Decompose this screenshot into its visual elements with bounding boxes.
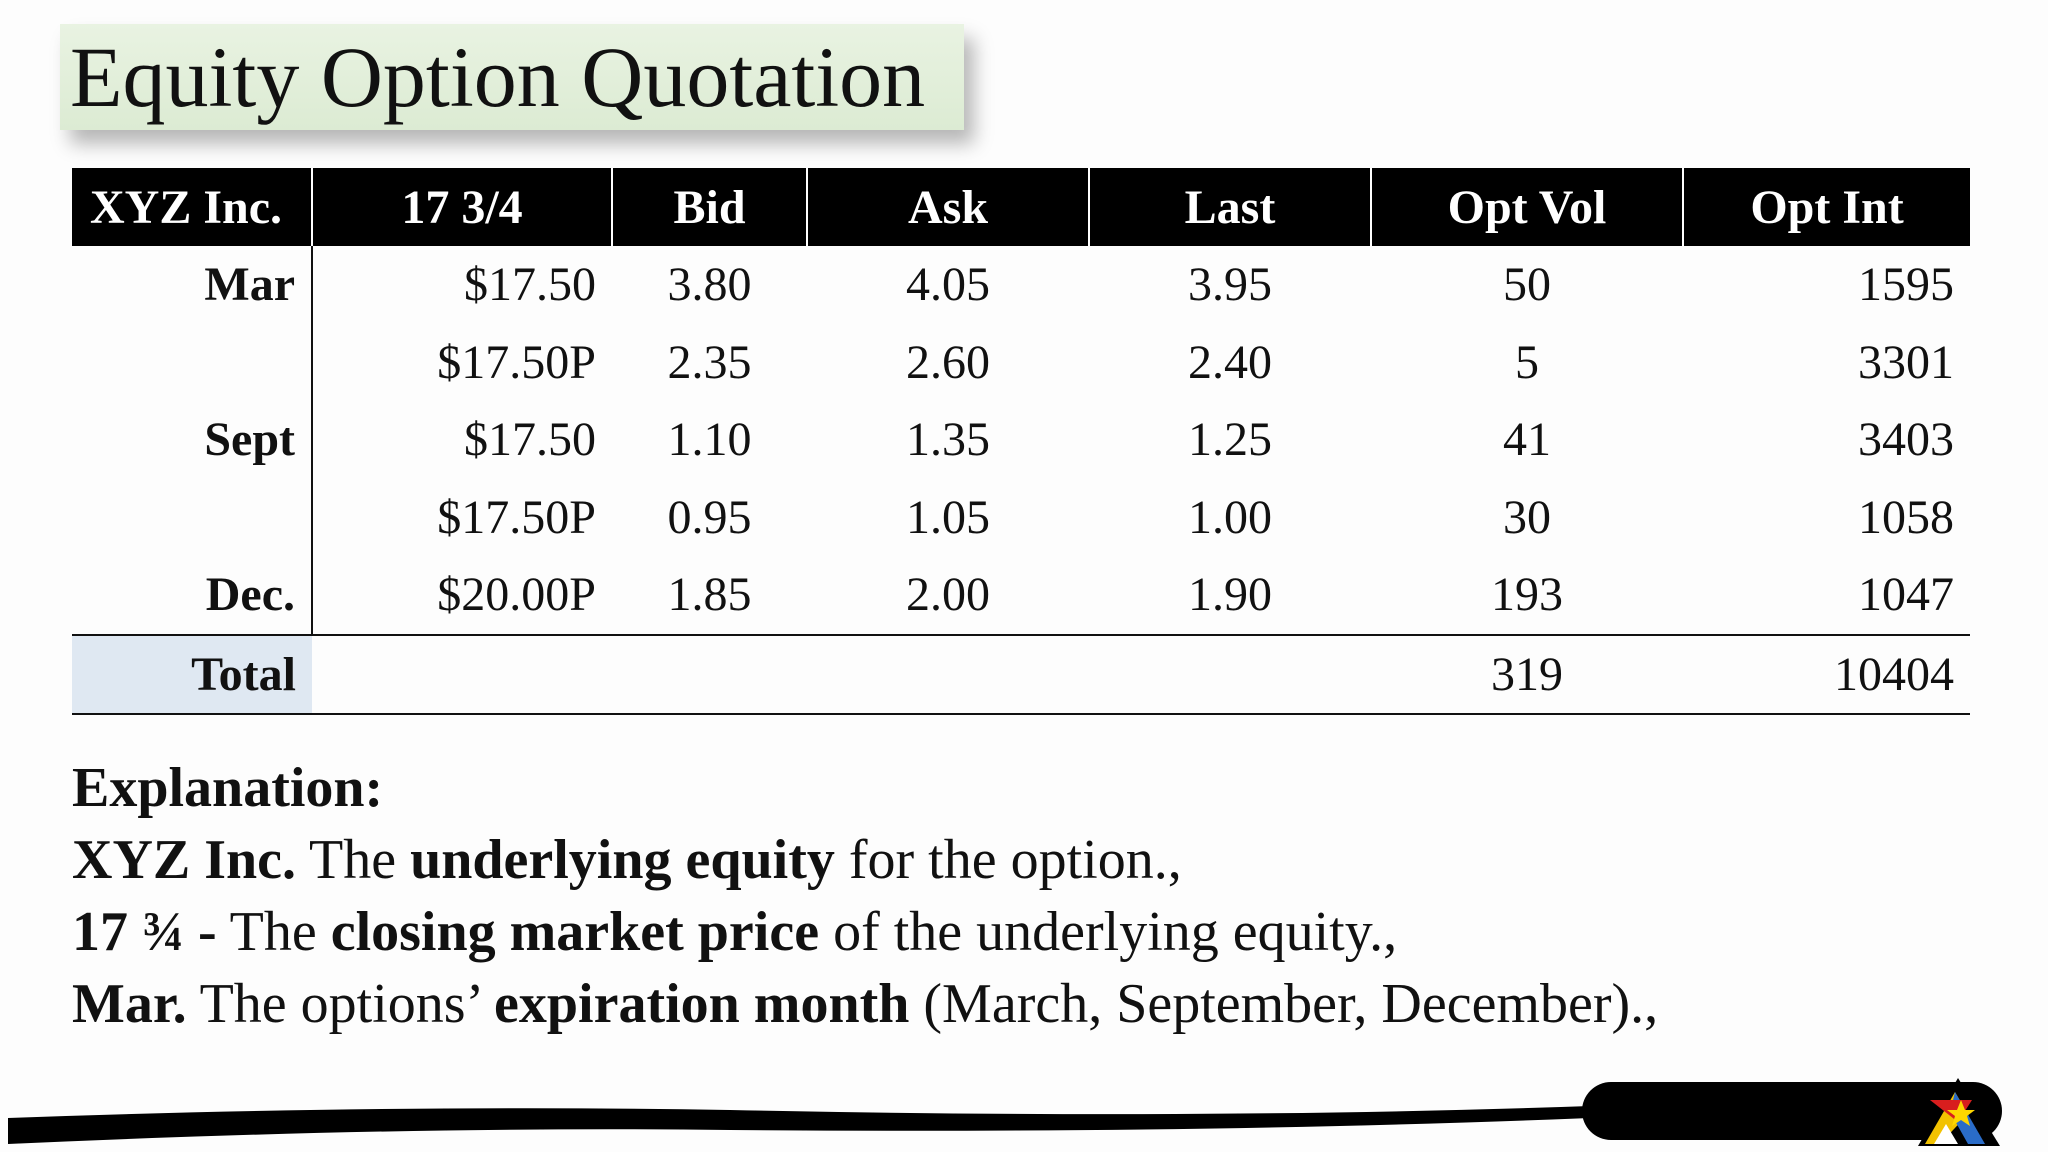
total-empty — [1089, 633, 1371, 715]
option-quote-table: XYZ Inc. 17 3/4 Bid Ask Last Opt Vol Opt… — [72, 168, 1970, 715]
table-row: Dec. $20.00P 1.85 2.00 1.90 193 1047 — [72, 556, 1970, 635]
header-last: Last — [1088, 168, 1371, 246]
cell-last: 2.40 — [1188, 335, 1272, 389]
cell-month: Sept — [72, 401, 313, 479]
page-title: Equity Option Quotation — [70, 29, 926, 125]
explanation-line: Mar. The options’ expiration month (Marc… — [72, 973, 1659, 1035]
cell-month: Dec. — [72, 556, 313, 635]
cell-opt-vol: 41 — [1503, 413, 1551, 467]
cell-last: 1.25 — [1188, 413, 1272, 467]
cell-bid: 1.10 — [667, 413, 752, 467]
cell-ask: 2.60 — [906, 335, 990, 389]
cell-bid: 3.80 — [667, 258, 752, 312]
cell-opt-int: 1058 — [1858, 490, 1954, 544]
footer-swoosh — [8, 1078, 2002, 1146]
cell-opt-vol: 5 — [1515, 335, 1539, 389]
cell-strike: $17.50P — [437, 490, 596, 544]
table-header-row: XYZ Inc. 17 3/4 Bid Ask Last Opt Vol Opt… — [72, 168, 1970, 246]
cell-last: 3.95 — [1188, 258, 1272, 312]
cell-opt-int: 3403 — [1858, 413, 1954, 467]
explanation-heading: Explanation: — [72, 757, 384, 819]
cell-strike: $20.00P — [437, 568, 596, 622]
total-opt-vol: 319 — [1371, 633, 1683, 715]
triangle-star-logo-icon — [1918, 1078, 2000, 1146]
explanation-block: Explanation: XYZ Inc. The underlying equ… — [72, 752, 1658, 1040]
total-empty — [807, 633, 1089, 715]
header-price: 17 3/4 — [311, 168, 612, 246]
cell-bid: 2.35 — [667, 335, 752, 389]
cell-month: Mar — [72, 246, 313, 324]
cell-strike: $17.50P — [437, 335, 596, 389]
total-row: Total 319 10404 — [72, 633, 1970, 715]
cell-opt-vol: 50 — [1503, 258, 1551, 312]
total-opt-int: 10404 — [1683, 633, 1970, 715]
total-label: Total — [72, 633, 312, 715]
explanation-line: 17 ¾ - The closing market price of the u… — [72, 901, 1398, 963]
cell-opt-int: 3301 — [1858, 335, 1954, 389]
header-underlying: XYZ Inc. — [72, 168, 312, 246]
total-empty — [312, 633, 612, 715]
header-opt-int: Opt Int — [1682, 168, 1970, 246]
cell-opt-int: 1595 — [1858, 258, 1954, 312]
cell-month — [72, 323, 313, 401]
total-empty — [612, 633, 807, 715]
cell-last: 1.00 — [1188, 490, 1272, 544]
cell-strike: $17.50 — [464, 258, 596, 312]
cell-ask: 1.35 — [906, 413, 990, 467]
cell-ask: 1.05 — [906, 490, 990, 544]
table-row: Sept $17.50 1.10 1.35 1.25 41 3403 — [72, 401, 1970, 479]
cell-strike: $17.50 — [464, 413, 596, 467]
header-opt-vol: Opt Vol — [1370, 168, 1683, 246]
cell-opt-vol: 193 — [1491, 568, 1563, 622]
explanation-line: XYZ Inc. The underlying equity for the o… — [72, 829, 1182, 891]
cell-bid: 0.95 — [667, 490, 752, 544]
cell-opt-int: 1047 — [1858, 568, 1954, 622]
cell-opt-vol: 30 — [1503, 490, 1551, 544]
cell-bid: 1.85 — [667, 568, 752, 622]
table-row: Mar $17.50 3.80 4.05 3.95 50 1595 — [72, 246, 1970, 324]
table-row: $17.50P 2.35 2.60 2.40 5 3301 — [72, 323, 1970, 401]
cell-month — [72, 478, 313, 556]
title-box — [60, 24, 964, 130]
cell-last: 1.90 — [1188, 568, 1272, 622]
header-ask: Ask — [806, 168, 1089, 246]
cell-ask: 2.00 — [906, 568, 990, 622]
table-row: $17.50P 0.95 1.05 1.00 30 1058 — [72, 478, 1970, 556]
header-bid: Bid — [611, 168, 807, 246]
cell-ask: 4.05 — [906, 258, 990, 312]
